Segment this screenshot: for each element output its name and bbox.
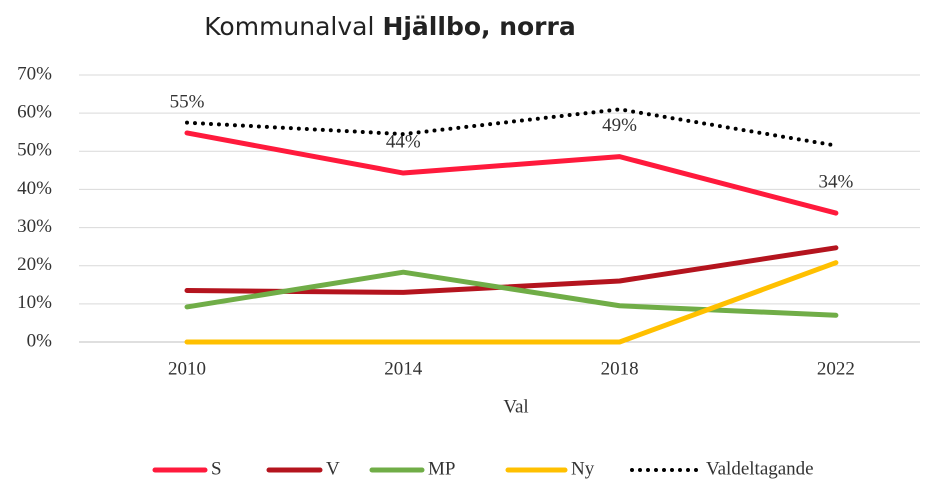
x-tick-label: 2022: [817, 358, 855, 379]
legend-label: V: [326, 458, 340, 479]
data-label: 49%: [602, 115, 637, 136]
series-line: [184, 130, 839, 216]
legend-label: S: [211, 458, 222, 479]
series-line: [184, 245, 839, 295]
legend-label: Valdeltagande: [706, 458, 814, 479]
series-line: [185, 107, 838, 148]
data-label: 44%: [386, 131, 421, 152]
y-tick-label: 40%: [17, 178, 52, 199]
x-axis-title: Val: [503, 396, 528, 417]
title-bold: Hjällbo, norra: [382, 12, 575, 41]
y-tick-label: 20%: [17, 254, 52, 275]
series-line: [184, 269, 839, 318]
x-tick-label: 2010: [168, 358, 206, 379]
y-tick-label: 50%: [17, 140, 52, 161]
legend-label: Ny: [571, 458, 595, 479]
x-tick-label: 2018: [601, 358, 639, 379]
title-regular: Kommunalval: [204, 12, 374, 41]
data-label: 34%: [818, 171, 853, 192]
chart-title: Kommunalval Hjällbo, norra: [204, 12, 575, 41]
y-tick-label: 0%: [27, 330, 53, 351]
series-line: [184, 260, 839, 345]
x-tick-label: 2014: [384, 358, 423, 379]
data-label: 55%: [170, 91, 205, 112]
y-tick-label: 70%: [17, 63, 52, 84]
y-tick-label: 60%: [17, 102, 52, 123]
y-tick-label: 10%: [17, 292, 52, 313]
y-tick-label: 30%: [17, 216, 52, 237]
legend-label: MP: [428, 458, 455, 479]
